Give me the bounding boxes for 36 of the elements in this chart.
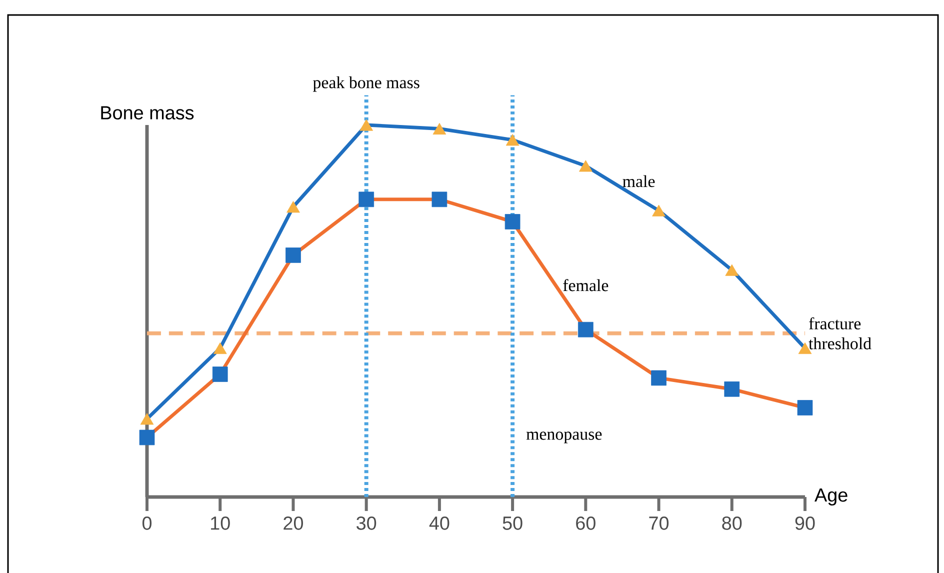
series-label: female — [563, 279, 608, 292]
ref-line-label: menopause — [526, 432, 602, 444]
point — [140, 413, 154, 425]
point — [578, 322, 594, 338]
x-tick-label: 90 — [795, 516, 815, 530]
y-axis-title: Bone mass — [101, 106, 194, 120]
point — [212, 366, 228, 382]
point — [506, 134, 520, 146]
point — [652, 204, 666, 216]
point — [286, 248, 301, 263]
point — [797, 400, 813, 416]
x-tick-label: 50 — [502, 516, 522, 530]
x-tick-label: 80 — [722, 516, 742, 530]
point — [724, 381, 740, 397]
x-tick-label: 60 — [576, 516, 596, 530]
point — [651, 370, 666, 386]
x-tick-label: 40 — [429, 516, 450, 530]
ref-line-label: peak bone mass — [312, 76, 420, 92]
point — [432, 122, 446, 135]
point — [139, 430, 155, 446]
x-axis-title: Age — [814, 488, 848, 506]
point — [725, 264, 739, 276]
point — [286, 201, 300, 213]
ref-line-label: fracture threshold — [808, 317, 872, 350]
series-label: male — [622, 175, 655, 188]
point — [213, 342, 227, 354]
point — [358, 192, 374, 208]
point — [504, 214, 520, 230]
point — [578, 160, 592, 172]
x-tick-label: 10 — [211, 516, 230, 530]
point — [432, 192, 448, 208]
x-tick-label: 30 — [356, 516, 376, 530]
point — [360, 119, 374, 131]
x-tick-label: 20 — [284, 516, 303, 530]
x-tick-label: 70 — [649, 516, 669, 530]
x-tick-label: 0 — [142, 516, 152, 530]
